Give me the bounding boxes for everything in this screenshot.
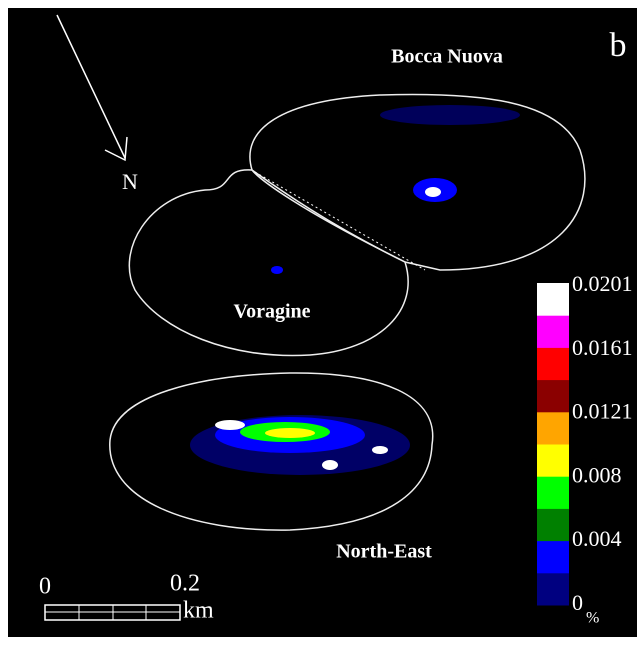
scale-unit: km (183, 598, 214, 624)
north-label: N (122, 169, 138, 194)
scale-label: 0.2 (170, 571, 200, 597)
place-label: Voragine (233, 301, 310, 323)
map: N b Bocca Nuova Voragine North-East 0 0.… (0, 0, 637, 645)
colorbar-label: 0.0161 (572, 335, 633, 360)
colorbar-segment (537, 347, 569, 380)
colorbar-label: 0 (572, 590, 583, 615)
colorbar-label: 0.0201 (572, 271, 633, 296)
colorbar-segment (537, 444, 569, 477)
colorbar-segment (537, 412, 569, 445)
colorbar-label: 0.004 (572, 526, 622, 551)
colorbar-segment (537, 315, 569, 348)
colorbar-label: 0.008 (572, 462, 622, 487)
colorbar-segment (537, 380, 569, 413)
place-label: Bocca Nuova (391, 46, 503, 68)
colorbar-segment (537, 541, 569, 574)
panel-label: b (610, 27, 627, 64)
place-label: North-East (336, 541, 432, 563)
scale-label: 0 (39, 574, 51, 600)
colorbar-segment (537, 573, 569, 606)
colorbar-segment (537, 283, 569, 316)
colorbar-segment (537, 476, 569, 509)
colorbar-unit: % (586, 610, 599, 627)
colorbar-segment (537, 508, 569, 541)
colorbar-label: 0.0121 (572, 399, 633, 424)
